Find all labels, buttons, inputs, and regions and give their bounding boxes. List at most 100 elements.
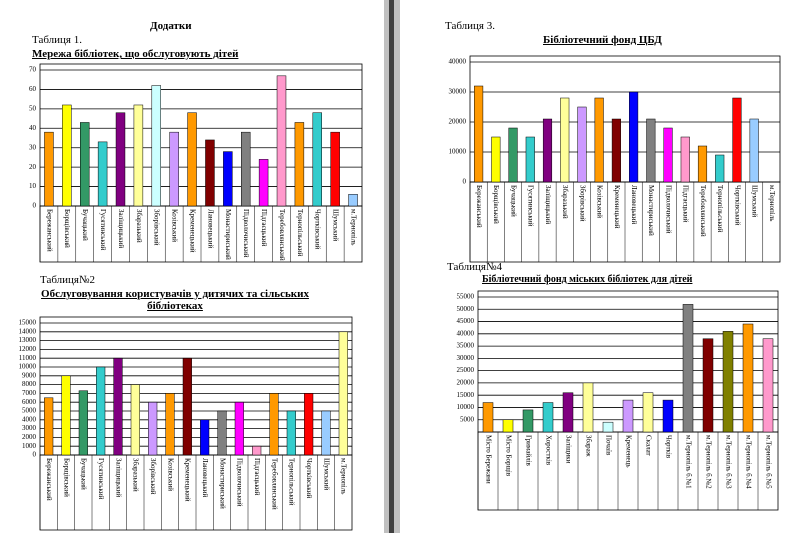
y-tick-label: 35000 [457, 342, 475, 350]
bar [115, 112, 126, 207]
bar [762, 338, 774, 433]
x-tick-label: Теребовлянський [699, 185, 707, 237]
x-tick-label: Гусятинський [97, 458, 105, 500]
y-tick-label: 12000 [19, 345, 37, 353]
x-tick-label: Зборівський [153, 209, 161, 246]
x-tick-label: Місто Бережани [484, 435, 492, 484]
x-tick-label: Кременецький [188, 209, 196, 253]
bar [594, 97, 604, 183]
chart-title: Бібліотечний фонд міських бібліотек для … [482, 274, 693, 285]
y-tick-label: 40000 [449, 58, 467, 66]
x-tick-label: Зборівський [149, 458, 157, 495]
bar [662, 399, 674, 433]
y-tick-label: 3000 [22, 424, 37, 432]
y-tick-label: 6000 [22, 398, 37, 406]
y-tick-label: 5000 [460, 415, 475, 423]
x-tick-label: Заліщицький [544, 185, 552, 224]
x-tick-label: Монастириський [224, 209, 232, 260]
x-tick-label: Теребовлянський [270, 458, 278, 510]
y-tick-label: 40 [29, 124, 37, 132]
bar [241, 131, 251, 207]
bar [646, 118, 656, 183]
x-tick-label: Козівський [166, 458, 174, 491]
x-tick-label: Тернопільський [716, 185, 724, 233]
x-tick-label: Борщівський [63, 209, 71, 248]
bar [62, 104, 72, 207]
x-tick-label: м.Тернопіль б.№2 [704, 435, 712, 489]
x-tick-label: Чортків [664, 435, 672, 459]
x-tick-label: Борщівський [492, 185, 500, 224]
bar [187, 112, 197, 207]
bar [276, 75, 287, 207]
x-tick-label: Місто Борщів [504, 435, 512, 477]
x-tick-label: Підволочиський [242, 209, 250, 258]
bar [130, 384, 140, 456]
y-tick-label: 10000 [457, 403, 475, 411]
bar [577, 106, 587, 183]
bar [508, 127, 518, 183]
chart-title: Бібліотечний фонд ЦБД [543, 34, 662, 46]
bar [258, 159, 269, 207]
y-tick-label: 9000 [22, 371, 37, 379]
x-tick-label: Збаразький [135, 209, 143, 243]
y-tick-label: 13000 [19, 336, 37, 344]
bar [304, 393, 314, 456]
bar [169, 131, 179, 207]
y-tick-label: 50000 [457, 305, 475, 313]
bar [200, 419, 210, 456]
bar [611, 118, 621, 183]
y-tick-label: 2000 [22, 433, 37, 441]
bar [269, 393, 279, 456]
x-tick-label: Збаразький [132, 458, 140, 492]
y-tick-label: 1000 [22, 442, 37, 450]
x-tick-label: Зборівський [578, 185, 586, 222]
x-tick-label: Підгаєцький [260, 209, 268, 247]
bar [697, 145, 708, 183]
chart-title: Мережа бібліотек, що обслуговують дітей [32, 48, 239, 60]
x-tick-label: м.Тернопіль б.№1 [684, 435, 692, 489]
y-tick-label: 14000 [19, 327, 37, 335]
bar [502, 419, 514, 433]
bar [582, 382, 594, 433]
x-tick-label: Підгаєцький [253, 458, 261, 496]
x-tick-label: Козівський [596, 185, 604, 218]
x-tick-label: Гримайлів [524, 435, 532, 467]
x-tick-label: Монастириський [647, 185, 655, 236]
x-tick-label: Чортківський [314, 209, 322, 250]
y-tick-label: 30 [29, 143, 37, 151]
x-tick-label: Тернопільський [296, 209, 304, 257]
y-tick-label: 55000 [457, 293, 475, 301]
x-tick-label: Монастириський [218, 458, 226, 509]
bar [542, 402, 554, 433]
x-tick-label: Кременецький [613, 185, 621, 229]
bar [732, 97, 742, 183]
page-divider [389, 0, 394, 533]
x-tick-label: м.Тернопіль [340, 458, 348, 494]
x-tick-label: Тернопільський [288, 458, 296, 506]
bar [348, 194, 358, 207]
y-tick-label: 20 [29, 163, 37, 171]
x-tick-label: Бережанський [45, 458, 53, 501]
bar [525, 136, 535, 183]
x-tick-label: Шумський [322, 458, 330, 490]
x-tick-label: Збараж [584, 435, 592, 457]
x-tick-label: Бучацький [509, 185, 517, 217]
x-tick-label: Скалат [644, 435, 652, 456]
y-tick-label: 60 [29, 85, 37, 93]
bar [702, 338, 714, 433]
bar [622, 399, 634, 433]
x-tick-label: Підволочиський [236, 458, 244, 507]
bar [715, 154, 725, 183]
bar [663, 127, 673, 183]
chart-label: Таблиця 3. [445, 20, 495, 32]
x-tick-label: Почаїв [604, 435, 612, 456]
bar [78, 390, 88, 456]
y-tick-label: 25000 [457, 366, 475, 374]
chart-title: Обслуговування користувачів у дитячих та… [41, 288, 309, 312]
bar [602, 421, 614, 433]
x-tick-label: Заліщики [564, 435, 572, 464]
x-tick-label: Теребовлянський [278, 209, 286, 261]
bar [749, 118, 759, 183]
x-tick-label: Збаразький [561, 185, 569, 219]
